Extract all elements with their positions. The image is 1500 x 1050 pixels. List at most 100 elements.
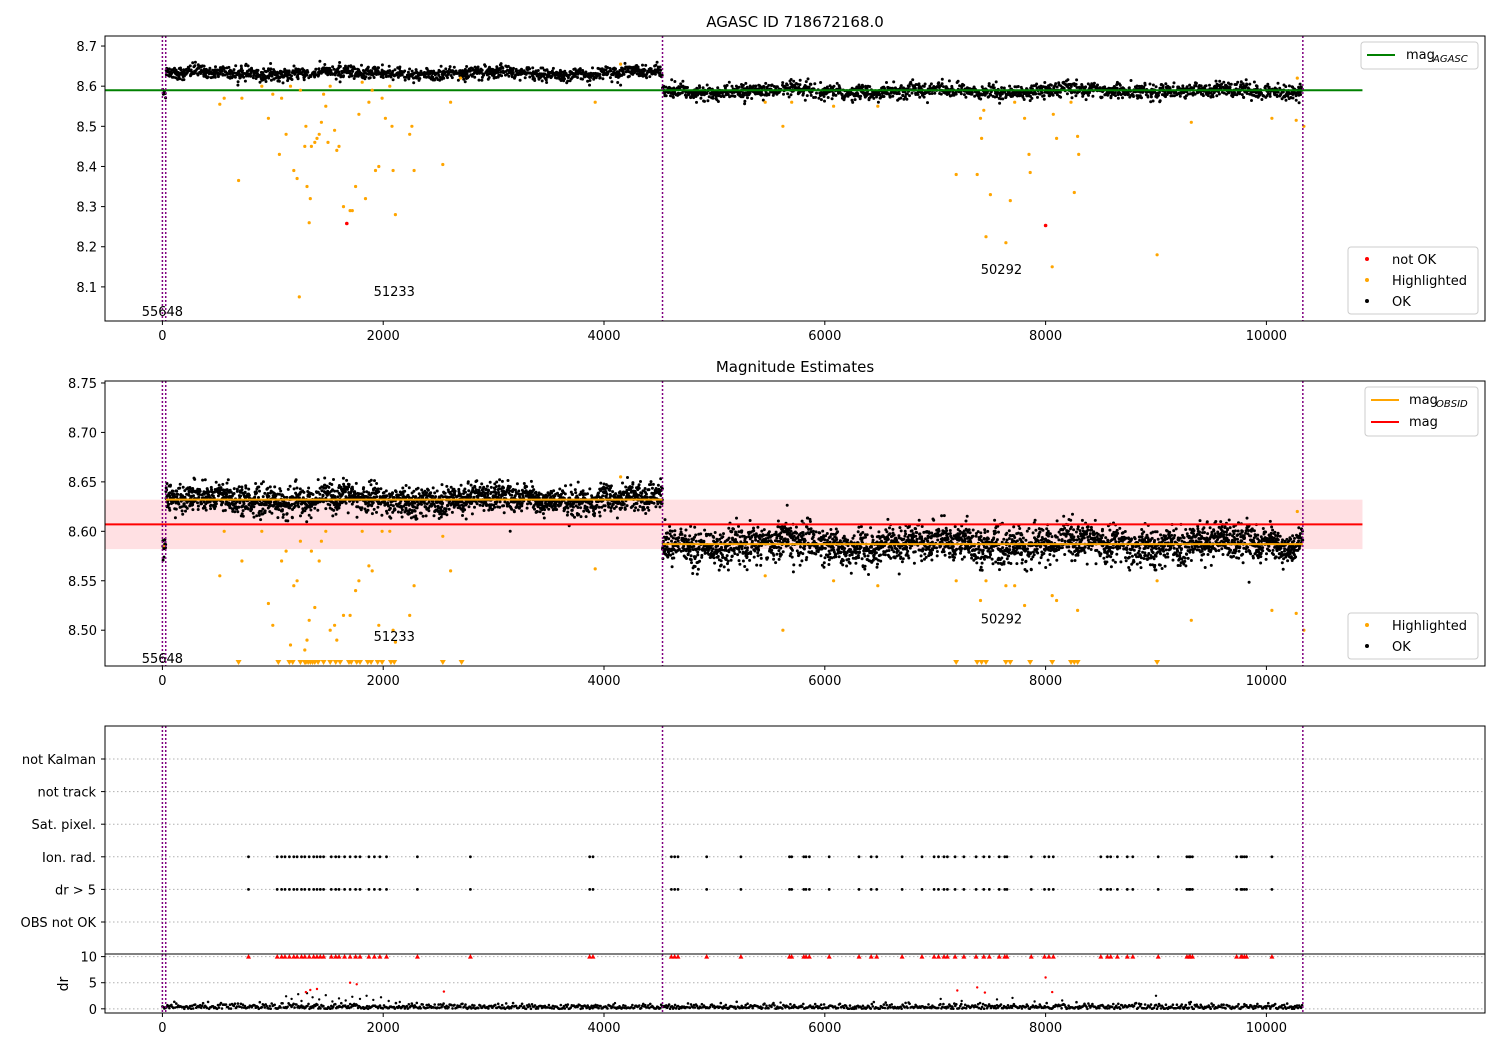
agasc-ok-point [196,73,200,77]
estimates-ok-point [369,478,373,482]
agasc-axes-frame [104,35,1486,322]
estimates-ok-point [441,495,445,499]
estimates-ok-point [464,517,468,521]
estimates-ok-point [522,482,526,485]
estimates-ok-point [532,488,536,492]
estimates-ok-point [204,508,208,512]
agasc-ok-point [364,75,368,79]
agasc-ok-point [1278,86,1282,90]
estimates-ok-point [237,485,241,489]
agasc-highlighted-point [1270,116,1274,120]
agasc-ok-point [591,66,594,70]
estimates-ok-point [288,506,292,510]
agasc-ok-point [622,72,626,76]
agasc-highlighted-point [309,144,313,148]
agasc-highlighted-point [978,116,983,120]
agasc-ok-point [511,71,515,75]
agasc-ok-point [798,83,802,87]
agasc-ok-point [680,91,684,95]
agasc-ok-point [1228,85,1232,89]
agasc-ok-point [604,68,608,72]
agasc-ok-point [388,69,392,73]
agasc-ok-point [819,98,823,102]
agasc-highlighted-point [240,96,244,100]
agasc-highlighted-point [341,205,346,209]
estimates-ok-point [354,481,358,485]
agasc-ok-point [1140,96,1143,100]
agasc-ok-point [745,85,749,89]
estimates-ok-point [504,492,508,496]
agasc-ok-point [500,74,504,78]
agasc-ok-point [743,99,747,103]
agasc-ok-point [655,60,659,64]
estimates-ok-point [353,490,357,494]
estimates-ok-point [335,489,339,493]
agasc-ok-point [1268,94,1272,98]
estimates-ok-point [345,478,349,482]
estimates-ok-point [175,489,179,493]
estimates-ok-point [450,510,454,514]
estimates-ok-point [161,558,165,562]
estimates-ok-point [425,491,429,495]
agasc-highlighted-point [988,193,993,197]
estimates-ok-point [447,507,451,511]
agasc-ok-point [566,79,570,83]
estimates-ok-point [196,504,200,508]
estimates-ok-point [493,505,497,509]
agasc-ok-point [917,82,921,86]
estimates-ok-point [320,489,324,493]
agasc-legend-mag-label: mag [1406,48,1435,63]
agasc-highlighted-point [373,168,378,173]
agasc-highlighted-point [1076,134,1080,138]
agasc-ok-point [433,78,437,82]
estimates-ok-point [466,480,470,484]
agasc-ok-point [1109,94,1113,98]
agasc-ok-point [256,68,260,72]
agasc-ok-point [182,78,186,82]
estimates-ok-point [235,487,239,491]
estimates-ok-point [286,487,290,491]
agasc-ok-point [213,75,217,79]
agasc-ok-point [1074,94,1078,98]
estimates-ok-point [327,485,331,489]
estimates-ok-point [180,509,184,513]
agasc-ok-point [1034,92,1038,96]
agasc-ok-point [746,96,749,100]
agasc-highlighted-point [1008,199,1012,203]
agasc-ok-point [901,94,905,98]
estimates-ok-point [239,494,243,498]
estimates-ok-point [464,490,467,494]
agasc-ok-point [970,90,974,94]
agasc-ok-point [468,69,472,73]
agasc-ok-point [370,69,374,73]
estimates-ok-point [253,495,257,499]
agasc-ok-point [588,83,591,87]
agasc-ok-point [705,91,709,95]
agasc-ok-point [499,62,503,66]
agasc-ok-point [566,76,570,80]
agasc-ok-point [1087,93,1090,97]
agasc-ok-point [1070,96,1074,100]
agasc-ok-point [923,82,927,86]
agasc-ok-point [1126,92,1130,96]
agasc-ok-point [1255,84,1259,88]
estimates-ok-point [472,495,476,499]
estimates-ok-point [458,504,461,508]
estimates-ok-point [323,483,327,487]
agasc-ok-point [476,68,480,71]
agasc-highlighted-point [357,112,361,116]
agasc-ok-point [1021,95,1025,99]
agasc-ok-point [331,65,335,69]
agasc-ok-point [1215,94,1219,98]
estimates-ok-point [237,505,241,509]
agasc-highlighted-point [410,124,414,128]
agasc-ytick-label: 8.4 [76,160,97,175]
agasc-highlighted-point [954,172,958,177]
agasc-ok-point [670,78,674,82]
agasc-highlighted-point [313,140,317,144]
estimates-ok-point [293,504,297,508]
estimates-ok-point [243,490,247,494]
estimates-ok-point [235,507,239,511]
estimates-ok-point [217,483,221,487]
agasc-ok-point [598,73,602,76]
